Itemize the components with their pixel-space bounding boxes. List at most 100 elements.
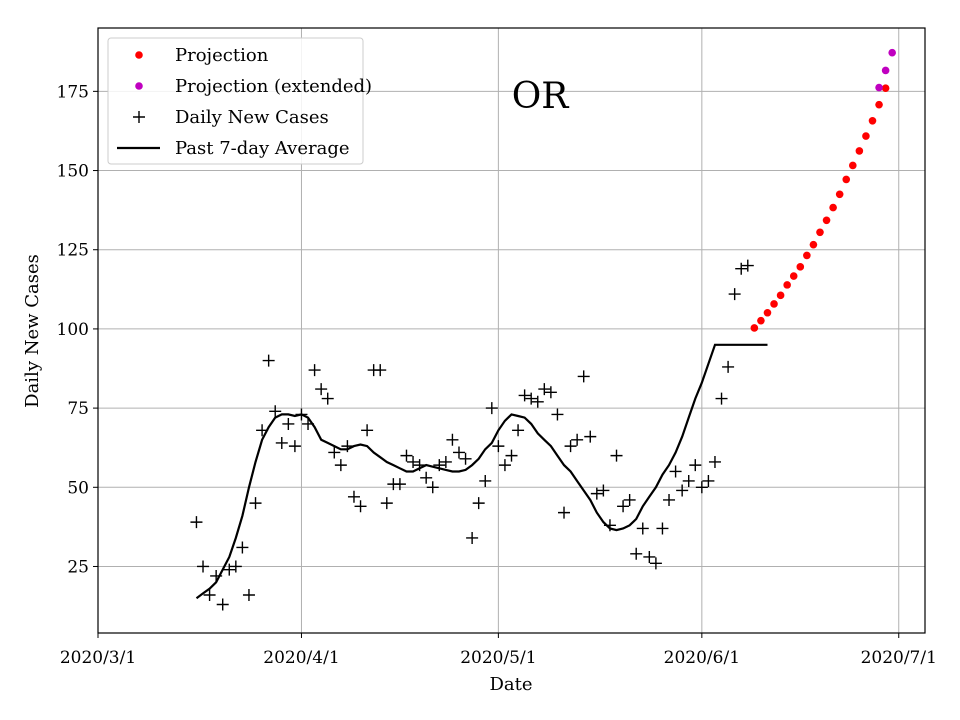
projection-point: [835, 190, 844, 199]
case-point: [347, 490, 360, 503]
projection-point: [757, 316, 765, 325]
case-point: [571, 433, 584, 446]
case-point: [728, 288, 741, 301]
case-point: [479, 474, 492, 487]
y-axis-label: Daily New Cases: [22, 254, 43, 408]
case-point: [663, 493, 676, 506]
projection-point: [888, 48, 896, 57]
x-tick-label: 2020/5/1: [460, 648, 536, 668]
case-point: [282, 417, 295, 430]
projection-point: [750, 324, 759, 332]
case-point: [446, 433, 459, 446]
projection-point: [842, 175, 851, 184]
case-point: [485, 402, 498, 415]
case-point: [649, 557, 662, 570]
case-point: [374, 364, 387, 377]
case-point: [361, 424, 374, 437]
case-point: [452, 446, 465, 459]
x-axis-label: Date: [489, 674, 532, 695]
y-tick-label: 100: [57, 320, 89, 340]
case-point: [564, 440, 577, 453]
case-point: [623, 493, 636, 506]
series-past-7-day-average: [195, 343, 768, 600]
x-axis: 2020/3/1 2020/4/1 2020/5/1 2020/6/1 2020/7/1: [60, 633, 937, 668]
case-point: [275, 436, 288, 449]
y-axis: 25 50 75 100 125 150 175: [57, 82, 98, 577]
case-point: [558, 506, 571, 519]
projection-point: [770, 300, 778, 308]
case-point: [400, 449, 413, 462]
case-point: [702, 474, 715, 487]
projection-point: [822, 216, 831, 225]
case-point: [380, 497, 393, 510]
case-point: [689, 459, 702, 472]
case-point: [610, 449, 623, 462]
case-point: [459, 452, 472, 465]
projection-point: [829, 203, 837, 212]
x-tick-label: 2020/6/1: [664, 648, 740, 668]
case-point: [308, 364, 321, 377]
x-tick-label: 2020/7/1: [861, 648, 937, 668]
projection-point: [875, 100, 883, 109]
case-point: [190, 516, 203, 529]
legend: Projection Projection (extended) Daily New…: [107, 37, 372, 165]
case-point: [393, 478, 406, 491]
case-point: [525, 392, 538, 405]
projection-point: [763, 308, 772, 317]
case-point: [315, 383, 328, 396]
y-tick-label: 75: [67, 399, 89, 419]
axes-frame: [97, 27, 926, 634]
y-tick-label: 50: [67, 478, 89, 498]
case-point: [249, 497, 262, 510]
projection-point: [809, 240, 818, 249]
case-point: [741, 259, 754, 272]
case-point: [498, 459, 511, 472]
projection-point: [875, 83, 883, 92]
case-point: [203, 588, 216, 601]
x-tick-label: 2020/3/1: [60, 648, 136, 668]
case-point: [229, 560, 242, 573]
y-tick-label: 150: [57, 162, 89, 182]
y-tick-label: 175: [57, 82, 89, 102]
legend-label: Past 7-day Average: [175, 138, 350, 159]
projection-point: [816, 228, 824, 237]
projection-point: [783, 281, 791, 289]
case-point: [544, 386, 557, 399]
case-point: [695, 481, 708, 494]
case-point: [420, 471, 433, 484]
series-projection-extended: [875, 48, 896, 92]
case-point: [636, 522, 649, 535]
projection-point: [803, 251, 811, 260]
projection-point: [862, 132, 870, 140]
case-point: [584, 430, 597, 443]
y-tick-label: 125: [57, 241, 89, 261]
case-point: [656, 522, 669, 535]
y-tick-label: 25: [67, 557, 89, 577]
case-point: [682, 474, 695, 487]
case-point: [531, 395, 544, 408]
case-point: [354, 500, 367, 513]
projection-point: [881, 84, 890, 92]
legend-label: Daily New Cases: [175, 107, 329, 128]
x-tick-label: 2020/4/1: [263, 648, 339, 668]
case-point: [708, 455, 721, 468]
case-point: [722, 360, 735, 373]
series-projection: [750, 84, 890, 332]
projection-point: [868, 117, 877, 125]
projection-point: [849, 161, 857, 170]
case-point: [512, 424, 525, 437]
case-point: [216, 598, 229, 611]
case-point: [328, 446, 341, 459]
case-point: [223, 563, 236, 576]
projection-point: [881, 66, 890, 75]
average-line: [195, 343, 768, 600]
legend-plus-swatch: [133, 111, 145, 123]
case-point: [715, 392, 728, 405]
case-point: [669, 465, 682, 478]
case-point: [407, 455, 420, 468]
grid: [97, 28, 925, 633]
case-point: [551, 408, 564, 421]
legend-label: Projection: [175, 45, 269, 66]
projection-point: [776, 291, 785, 300]
